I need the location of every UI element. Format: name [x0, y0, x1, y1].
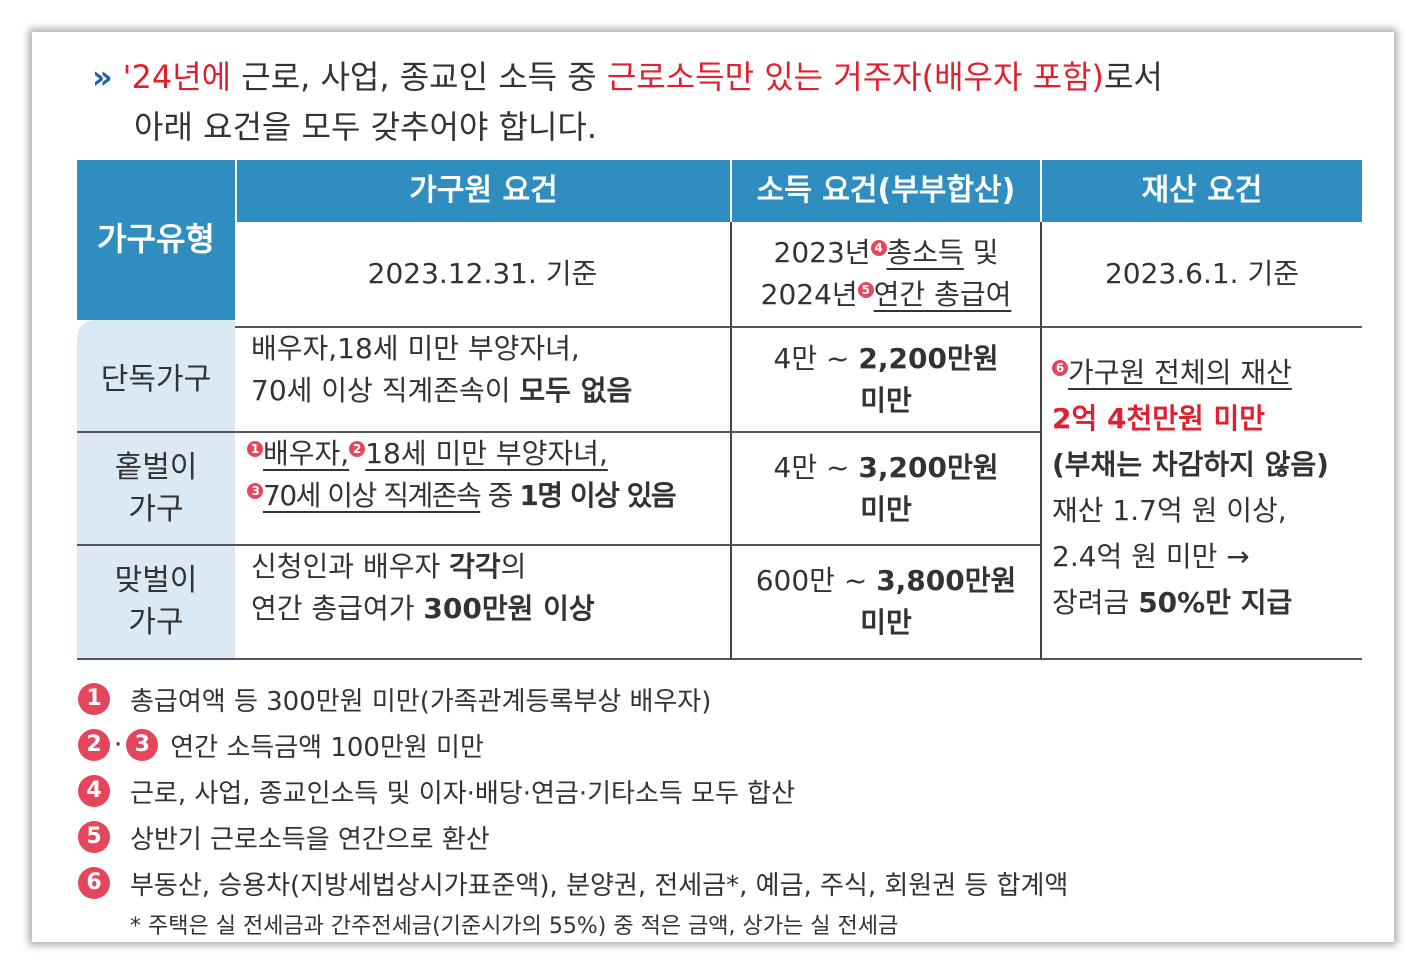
members-emphasis: 모두 없음	[519, 374, 633, 407]
intro-year: '24년에	[122, 58, 232, 96]
intro-line2: 아래 요건을 모두 갖추어야 합니다.	[134, 108, 598, 146]
members-emphasis: 1명 이상 있음	[519, 479, 676, 512]
row-single-members: 배우자,18세 미만 부양자녀, 70세 이상 직계존속이 모두 없음	[235, 328, 730, 433]
income-min: 600만 ~	[755, 564, 877, 597]
income-basis-year2: 2024년	[760, 278, 858, 311]
header-assets: 재산 요건	[1040, 160, 1362, 222]
footnote-text: 상반기 근로소득을 연간으로 환산	[130, 824, 490, 855]
type-line: 가구	[128, 605, 184, 640]
footnote-text: 총급여액 등 300만원 미만(가족관계등록부상 배우자)	[130, 686, 712, 717]
number-badge: 3	[126, 729, 159, 761]
members-text: 신청인과 배우자	[251, 550, 450, 583]
income-min: 4만 ~	[773, 341, 859, 375]
row-dual-earner-members: 신청인과 배우자 각각의 연간 총급여가 300만원 이상	[235, 546, 730, 660]
row-dual-earner-income: 600만 ~ 3,800만원 미만	[730, 546, 1040, 660]
footnote-badge: 4	[870, 239, 887, 256]
assets-limit: 2억 4천만원 미만	[1052, 402, 1266, 435]
members-emphasis: 각각	[449, 550, 501, 583]
double-chevron-icon: »	[92, 58, 113, 96]
footnote-badge: 3	[247, 482, 263, 499]
intro-text1: 근로, 사업, 종교인 소득 중	[231, 58, 607, 96]
members-text: 연간 총급여가	[251, 592, 424, 625]
footnotes: 1 총급여액 등 300만원 미만(가족관계등록부상 배우자) 2 · 3 연간 소득금…	[78, 676, 1068, 942]
row-type-single: 단독가구	[77, 320, 235, 433]
assets-note: (부채는 차감하지 않음)	[1052, 448, 1329, 481]
intro-text: » '24년에 근로, 사업, 종교인 소득 중 근로소득만 있는 거주자(배우자…	[92, 52, 1382, 152]
income-min: 4만 ~	[773, 450, 859, 484]
footnote-badge: 1	[247, 440, 263, 457]
income-suffix: 미만	[860, 492, 912, 526]
income-suffix: 미만	[860, 606, 912, 639]
subnote: * 주택은 실 전세금과 간주전세금(기준시가의 55%) 중 적은 금액, 상…	[130, 914, 899, 939]
assets-line: 재산 1.7억 원 이상,	[1052, 494, 1287, 527]
income-basis-tail: 및	[963, 236, 999, 269]
assets-basis: 2023.6.1. 기준	[1040, 222, 1362, 328]
number-badge: 2	[78, 729, 110, 761]
footnote-badge: 5	[857, 281, 874, 298]
footnote-5: 5 상반기 근로소득을 연간으로 환산	[78, 814, 1068, 860]
header-members: 가구원 요건	[235, 160, 730, 222]
row-single-earner-members: 1 배우자, 2 18세 미만 부양자녀, 3 70세 이상 직계존속 중 1명 이상 …	[235, 433, 730, 546]
header-income: 소득 요건(부부합산)	[730, 160, 1040, 222]
assets-line: 2.4억 원 미만 →	[1052, 540, 1250, 573]
members-line: 배우자,18세 미만 부양자녀,	[251, 332, 580, 365]
members-term: 18세 미만 부양자녀,	[365, 437, 608, 470]
footnote-1: 1 총급여액 등 300만원 미만(가족관계등록부상 배우자)	[78, 676, 1068, 722]
footnote-text: 근로, 사업, 종교인소득 및 이자·배당·연금·기타소득 모두 합산	[130, 778, 795, 809]
assets-line: 가구원 전체의 재산	[1068, 356, 1292, 389]
footnote-4: 4 근로, 사업, 종교인소득 및 이자·배당·연금·기타소득 모두 합산	[78, 768, 1068, 814]
intro-text2: 로서	[1103, 58, 1163, 96]
assets-line: 장려금	[1052, 586, 1139, 619]
type-line: 홑벌이	[114, 449, 198, 485]
members-term: 배우자,	[263, 437, 350, 470]
footnote-6: 6 부동산, 승용차(지방세법상시가표준액), 분양권, 전세금*, 예금, 주식…	[78, 860, 1068, 906]
number-badge: 6	[78, 867, 110, 899]
footnote-2-3: 2 · 3 연간 소득금액 100만원 미만	[78, 722, 1068, 768]
income-basis-term1: 총소득	[886, 236, 964, 269]
members-text: 의	[500, 550, 527, 583]
assets-requirement: 6 가구원 전체의 재산 2억 4천만원 미만 (부채는 차감하지 않음) 재산 …	[1040, 328, 1362, 660]
footnote-text: 연간 소득금액 100만원 미만	[170, 732, 484, 763]
footnote-badge: 2	[349, 440, 366, 457]
members-basis: 2023.12.31. 기준	[235, 222, 730, 328]
footnote-text: 부동산, 승용차(지방세법상시가표준액), 분양권, 전세금*, 예금, 주식,…	[130, 870, 1069, 901]
income-basis: 2023년 4 총소득 및 2024년 5 연간 총급여	[730, 222, 1040, 328]
income-suffix: 미만	[860, 383, 912, 417]
type-line: 맞벌이	[114, 563, 198, 598]
footnote-badge: 6	[1052, 359, 1068, 376]
header-household-type: 가구유형	[77, 160, 235, 320]
separator: ·	[114, 730, 123, 760]
row-single-income: 4만 ~ 2,200만원 미만	[730, 328, 1040, 433]
assets-emphasis: 50%만 지급	[1138, 586, 1293, 619]
type-line: 가구	[128, 491, 184, 527]
income-max: 3,800만원	[876, 564, 1017, 597]
number-badge: 1	[78, 683, 110, 715]
members-text: 중	[480, 479, 520, 512]
intro-highlight: 근로소득만 있는 거주자(배우자 포함)	[606, 58, 1104, 96]
members-emphasis: 300만원 이상	[423, 592, 595, 625]
members-line: 70세 이상 직계존속이	[251, 374, 520, 407]
number-badge: 5	[78, 821, 110, 853]
members-term: 70세 이상 직계존속	[263, 479, 482, 512]
income-max: 2,200만원	[858, 341, 999, 375]
row-single-earner-income: 4만 ~ 3,200만원 미만	[730, 433, 1040, 546]
number-badge: 4	[78, 775, 110, 807]
income-max: 3,200만원	[858, 450, 999, 484]
income-basis-year1: 2023년	[773, 236, 871, 269]
income-basis-term2: 연간 총급여	[873, 278, 1012, 311]
requirements-table: 가구유형 가구원 요건 소득 요건(부부합산) 재산 요건 2023.12.31…	[77, 160, 1362, 660]
